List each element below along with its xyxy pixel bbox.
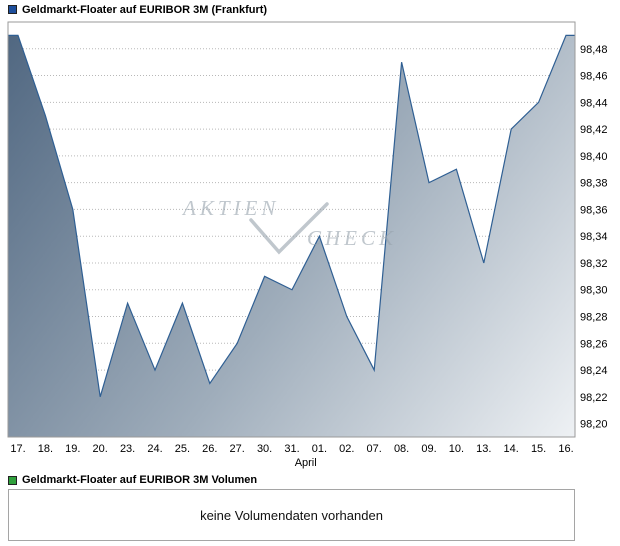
y-axis-label: 98,38: [580, 178, 608, 190]
y-axis-label: 98,26: [580, 338, 608, 350]
y-axis-label: 98,24: [580, 365, 608, 377]
x-axis-label: 17.: [10, 443, 25, 455]
y-axis-label: 98,46: [580, 71, 608, 83]
x-axis-label: 13.: [476, 443, 491, 455]
y-axis-label: 98,28: [580, 312, 608, 324]
x-axis-label: 18.: [38, 443, 53, 455]
y-axis-label: 98,32: [580, 258, 608, 270]
volume-empty-message: keine Volumendaten vorhanden: [200, 507, 383, 523]
x-axis-label: 27.: [230, 443, 245, 455]
x-axis-label: 20.: [93, 443, 108, 455]
x-axis-label: 25.: [175, 443, 190, 455]
y-axis-label: 98,20: [580, 419, 608, 431]
plot-border: [7, 21, 576, 438]
x-axis-label: 02.: [339, 443, 354, 455]
x-axis-label: 23.: [120, 443, 135, 455]
y-axis-label: 98,34: [580, 231, 608, 243]
x-axis-label: 30.: [257, 443, 272, 455]
y-axis-label: 98,22: [580, 392, 608, 404]
y-axis-label: 98,44: [580, 97, 608, 109]
price-legend: Geldmarkt-Floater auf EURIBOR 3M (Frankf…: [0, 0, 620, 16]
x-axis-label: 26.: [202, 443, 217, 455]
y-axis-label: 98,42: [580, 124, 608, 136]
x-axis-label: 24.: [147, 443, 162, 455]
price-legend-swatch-icon: [8, 5, 17, 14]
x-axis-label: 31.: [284, 443, 299, 455]
x-axis-label: 16.: [558, 443, 573, 455]
y-axis-label: 98,36: [580, 204, 608, 216]
x-axis-label: 15.: [531, 443, 546, 455]
volume-legend-swatch-icon: [8, 475, 17, 485]
y-axis-label: 98,30: [580, 285, 608, 297]
y-axis-label: 98,48: [580, 44, 608, 56]
y-axis-label: 98,40: [580, 151, 608, 163]
price-legend-label: Geldmarkt-Floater auf EURIBOR 3M (Frankf…: [22, 3, 268, 16]
volume-panel: keine Volumendaten vorhanden: [8, 489, 575, 541]
x-axis-label: 19.: [65, 443, 80, 455]
x-axis-label: 07.: [367, 443, 382, 455]
x-axis-label: 09.: [421, 443, 436, 455]
volume-legend-label: Geldmarkt-Floater auf EURIBOR 3M Volumen: [22, 474, 258, 486]
price-line: [8, 34, 575, 398]
x-axis-label: 08.: [394, 443, 409, 455]
x-axis-label: 01.: [312, 443, 327, 455]
month-label: April: [295, 457, 317, 469]
price-chart: 98,48 98,46 98,44 98,42 98,40 98,38 98,36 98,34…: [0, 16, 620, 472]
price-chart-svg: 98,48 98,46 98,44 98,42 98,40 98,38 98,36 98,34…: [7, 21, 608, 469]
x-axis-label: 10.: [449, 443, 464, 455]
area-fill: [8, 35, 575, 438]
x-axis-label: 14.: [504, 443, 519, 455]
volume-legend: Geldmarkt-Floater auf EURIBOR 3M Volumen: [0, 472, 620, 486]
